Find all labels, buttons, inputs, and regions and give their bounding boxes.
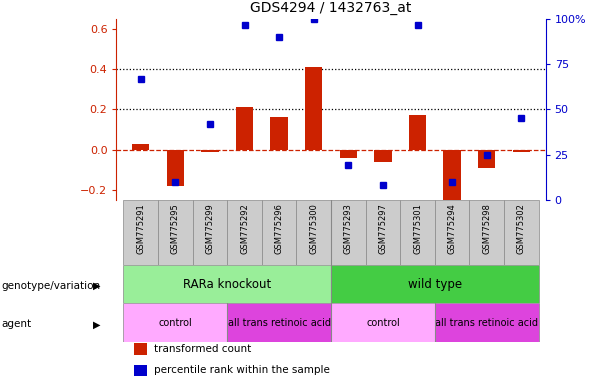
Bar	[192, 200, 227, 265]
Text: GSM775299: GSM775299	[205, 203, 215, 254]
Bar	[305, 67, 322, 149]
Bar	[201, 149, 219, 152]
Bar	[512, 149, 530, 152]
Bar	[470, 200, 504, 265]
Bar	[331, 200, 365, 265]
Text: GSM775295: GSM775295	[171, 203, 180, 254]
Text: transformed count: transformed count	[154, 344, 251, 354]
Text: GSM775297: GSM775297	[378, 203, 387, 254]
Text: control: control	[158, 318, 192, 328]
Bar	[123, 265, 331, 303]
Text: control: control	[366, 318, 400, 328]
Text: wild type: wild type	[408, 278, 462, 291]
Text: GSM775300: GSM775300	[309, 203, 318, 254]
Title: GDS4294 / 1432763_at: GDS4294 / 1432763_at	[250, 2, 412, 15]
Bar	[375, 149, 392, 162]
Bar	[478, 149, 495, 167]
Bar	[132, 144, 150, 149]
Bar	[134, 364, 147, 376]
Text: percentile rank within the sample: percentile rank within the sample	[154, 366, 330, 376]
Text: GSM775293: GSM775293	[344, 203, 353, 254]
Text: GSM775302: GSM775302	[517, 203, 526, 254]
Text: GSM775291: GSM775291	[136, 203, 145, 254]
Bar	[365, 200, 400, 265]
Text: genotype/variation: genotype/variation	[1, 281, 101, 291]
Bar	[443, 149, 461, 200]
Bar	[227, 200, 262, 265]
Bar	[331, 303, 435, 342]
Bar	[227, 303, 331, 342]
Text: GSM775294: GSM775294	[447, 203, 457, 254]
Bar	[409, 116, 426, 149]
Text: RARa knockout: RARa knockout	[183, 278, 272, 291]
Bar	[331, 265, 539, 303]
Text: agent: agent	[1, 319, 31, 329]
Text: ▶: ▶	[93, 281, 101, 291]
Text: GSM775292: GSM775292	[240, 203, 249, 254]
Bar	[340, 149, 357, 157]
Bar	[400, 200, 435, 265]
Text: ▶: ▶	[93, 319, 101, 329]
Bar	[435, 200, 470, 265]
Bar	[236, 108, 253, 149]
Text: GSM775301: GSM775301	[413, 203, 422, 254]
Text: GSM775296: GSM775296	[275, 203, 284, 254]
Bar	[297, 200, 331, 265]
Bar	[158, 200, 192, 265]
Bar	[167, 149, 184, 185]
Bar	[270, 118, 287, 149]
Bar	[435, 303, 539, 342]
Bar	[262, 200, 297, 265]
Bar	[134, 343, 147, 355]
Bar	[504, 200, 539, 265]
Bar	[123, 303, 227, 342]
Text: all trans retinoic acid: all trans retinoic acid	[227, 318, 330, 328]
Bar	[123, 200, 158, 265]
Text: GSM775298: GSM775298	[482, 203, 491, 254]
Text: all trans retinoic acid: all trans retinoic acid	[435, 318, 538, 328]
